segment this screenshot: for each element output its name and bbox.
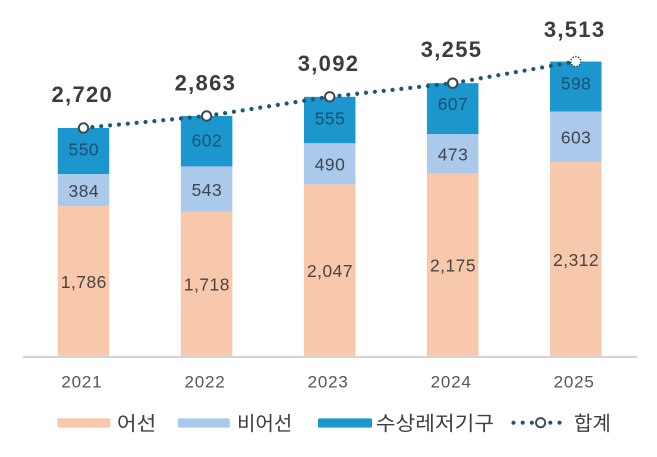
svg-text:550: 550 (69, 139, 100, 159)
svg-text:598: 598 (561, 73, 592, 93)
svg-text:2,720: 2,720 (52, 82, 114, 107)
svg-text:2022: 2022 (184, 372, 225, 391)
svg-text:473: 473 (438, 145, 469, 165)
svg-text:2,863: 2,863 (175, 70, 237, 95)
svg-text:603: 603 (561, 128, 592, 148)
svg-text:2023: 2023 (308, 372, 349, 391)
svg-text:1,718: 1,718 (184, 275, 230, 295)
svg-text:384: 384 (69, 181, 100, 201)
svg-text:543: 543 (192, 180, 223, 200)
svg-text:2021: 2021 (61, 372, 102, 391)
svg-text:3,255: 3,255 (421, 37, 483, 62)
svg-text:2025: 2025 (554, 372, 595, 391)
svg-text:607: 607 (438, 94, 469, 114)
svg-text:1,786: 1,786 (61, 272, 107, 292)
svg-text:2,312: 2,312 (553, 250, 599, 270)
svg-text:2024: 2024 (431, 372, 472, 391)
svg-text:2,047: 2,047 (307, 261, 353, 281)
svg-text:602: 602 (192, 130, 223, 150)
svg-text:555: 555 (315, 108, 346, 128)
svg-text:3,513: 3,513 (544, 17, 606, 42)
svg-text:2,175: 2,175 (430, 256, 476, 276)
svg-text:490: 490 (315, 155, 346, 175)
svg-text:3,092: 3,092 (298, 51, 360, 76)
